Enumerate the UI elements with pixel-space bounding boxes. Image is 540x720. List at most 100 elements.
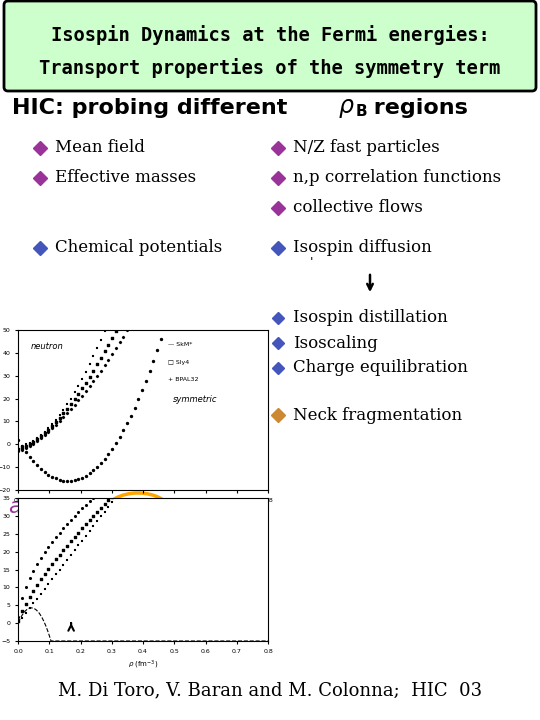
Point bbox=[37, 463, 45, 474]
Point bbox=[168, 244, 177, 256]
Point bbox=[153, 344, 161, 356]
X-axis label: $\rho$ (fm$^{-3}$): $\rho$ (fm$^{-3}$) bbox=[128, 660, 158, 672]
Point bbox=[33, 433, 42, 445]
Point bbox=[187, 148, 195, 159]
Point bbox=[85, 467, 94, 479]
Text: Transport properties of the symmetry term: Transport properties of the symmetry ter… bbox=[39, 58, 501, 78]
Text: regions: regions bbox=[366, 98, 468, 118]
Point bbox=[112, 325, 120, 336]
Point bbox=[93, 461, 102, 472]
Point bbox=[220, 351, 229, 363]
Text: + BPAL32: + BPAL32 bbox=[168, 377, 199, 382]
Point bbox=[138, 217, 146, 229]
Point bbox=[22, 581, 30, 593]
Point bbox=[59, 523, 68, 534]
Point bbox=[59, 559, 68, 570]
Point bbox=[179, 256, 188, 267]
Point bbox=[179, 221, 188, 233]
Point bbox=[160, 258, 169, 270]
Point bbox=[85, 371, 94, 382]
Point bbox=[119, 467, 128, 478]
Point bbox=[149, 443, 158, 454]
Point bbox=[183, 158, 192, 169]
Point bbox=[93, 343, 102, 354]
Point bbox=[33, 432, 42, 444]
Point bbox=[153, 235, 161, 247]
Point bbox=[194, 194, 203, 206]
Point bbox=[93, 516, 102, 527]
Point bbox=[224, 50, 233, 62]
Point bbox=[149, 444, 158, 456]
Point bbox=[157, 333, 165, 344]
Point bbox=[187, 418, 195, 429]
Point bbox=[160, 217, 169, 228]
Point bbox=[191, 415, 199, 426]
Point bbox=[206, 94, 214, 105]
Point bbox=[112, 472, 120, 484]
Point bbox=[179, 405, 188, 416]
Point bbox=[247, 70, 255, 81]
Point bbox=[74, 540, 83, 552]
Point bbox=[235, 390, 244, 402]
Point bbox=[141, 293, 150, 305]
Point bbox=[100, 359, 109, 371]
Point bbox=[70, 474, 79, 486]
Point bbox=[29, 438, 38, 449]
Point bbox=[33, 559, 42, 570]
Point bbox=[44, 424, 53, 436]
Point bbox=[78, 472, 86, 483]
Point bbox=[40, 429, 49, 441]
Point bbox=[247, 318, 255, 329]
Point bbox=[89, 365, 98, 377]
Point bbox=[29, 455, 38, 467]
Point bbox=[224, 36, 233, 48]
Point bbox=[63, 475, 71, 487]
Point bbox=[123, 325, 132, 336]
Point bbox=[138, 457, 146, 469]
Point bbox=[232, 380, 240, 392]
Point bbox=[51, 414, 60, 426]
Point bbox=[141, 375, 150, 387]
Point bbox=[191, 14, 199, 25]
Point bbox=[179, 424, 188, 436]
Point bbox=[78, 503, 86, 514]
Point bbox=[202, 174, 211, 186]
Point bbox=[183, 400, 192, 411]
Point bbox=[202, 375, 211, 387]
Point bbox=[145, 192, 154, 204]
Point bbox=[262, 298, 271, 310]
Point bbox=[48, 536, 56, 548]
Point bbox=[70, 399, 79, 410]
Point bbox=[194, 126, 203, 138]
Point bbox=[104, 495, 113, 506]
Point bbox=[191, 390, 199, 401]
Point bbox=[104, 449, 113, 460]
Point bbox=[243, 371, 252, 382]
Text: Isoscaling: Isoscaling bbox=[293, 335, 378, 351]
Point bbox=[130, 242, 139, 253]
Point bbox=[55, 409, 64, 420]
Point bbox=[108, 332, 117, 343]
Point bbox=[153, 441, 161, 453]
Point bbox=[160, 428, 169, 440]
Point bbox=[217, 140, 225, 152]
Point bbox=[93, 506, 102, 518]
Point bbox=[108, 306, 117, 318]
Point bbox=[217, 59, 225, 71]
Point bbox=[82, 499, 90, 510]
Text: Effective masses: Effective masses bbox=[55, 169, 196, 186]
Text: n,p correlation functions: n,p correlation functions bbox=[293, 169, 501, 186]
Point bbox=[157, 226, 165, 238]
Point bbox=[262, 356, 271, 367]
Point bbox=[100, 346, 109, 357]
Point bbox=[82, 530, 90, 541]
Point bbox=[127, 472, 136, 484]
Point bbox=[22, 441, 30, 452]
Point bbox=[97, 457, 105, 469]
Point bbox=[18, 441, 26, 452]
Point bbox=[127, 472, 136, 484]
Point bbox=[74, 380, 83, 392]
Point bbox=[18, 442, 26, 454]
Point bbox=[89, 492, 98, 503]
Point bbox=[191, 137, 199, 148]
